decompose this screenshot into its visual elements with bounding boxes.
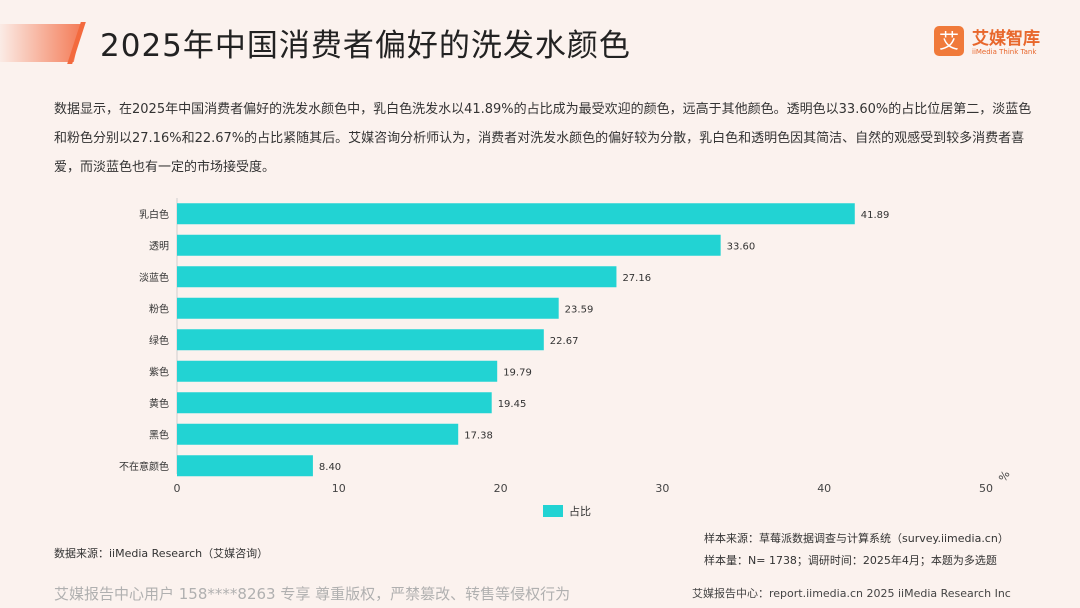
value-label: 8.40 xyxy=(319,462,341,473)
footer-report-center: 艾媒报告中心：report.iimedia.cn 2025 iiMedia Re… xyxy=(692,587,1011,600)
value-label: 41.89 xyxy=(861,210,890,221)
sample-size: 样本量：N= 1738；调研时间：2025年4月；本题为多选题 xyxy=(704,554,997,567)
value-label: 22.67 xyxy=(550,336,579,347)
title-decoration xyxy=(0,24,82,62)
legend-swatch xyxy=(543,505,563,517)
footer-bar: 艾媒报告中心用户 158****8263 专享 尊重版权，严禁篡改、转售等侵权行… xyxy=(0,576,1080,608)
category-label: 紫色 xyxy=(149,365,169,378)
value-label: 19.79 xyxy=(503,367,532,378)
x-tick-label: 50 xyxy=(979,482,993,495)
x-axis-unit: % xyxy=(996,468,1012,484)
x-tick-label: 10 xyxy=(332,482,346,495)
value-label: 19.45 xyxy=(498,399,527,410)
bar xyxy=(177,360,498,382)
value-label: 33.60 xyxy=(727,241,756,252)
x-tick-label: 20 xyxy=(494,482,508,495)
category-label: 透明 xyxy=(149,240,169,252)
legend-label: 占比 xyxy=(569,505,591,518)
data-source: 数据来源：iiMedia Research（艾媒咨询） xyxy=(54,547,269,560)
bar xyxy=(177,297,559,319)
bar xyxy=(177,423,459,445)
category-label: 乳白色 xyxy=(139,208,169,221)
logo-icon: 艾 xyxy=(934,26,964,56)
brand-logo: 艾 艾媒智库 iiMedia Think Tank xyxy=(934,24,1054,64)
bar xyxy=(177,234,721,256)
bar xyxy=(177,329,544,351)
category-label: 黄色 xyxy=(149,397,169,410)
x-tick-label: 40 xyxy=(817,482,831,495)
category-label: 淡蓝色 xyxy=(139,271,169,284)
bar xyxy=(177,266,617,288)
logo-subtitle: iiMedia Think Tank xyxy=(972,48,1037,56)
category-label: 黑色 xyxy=(149,428,169,441)
description-text: 数据显示，在2025年中国消费者偏好的洗发水颜色中，乳白色洗发水以41.89%的… xyxy=(54,102,1032,175)
bar xyxy=(177,392,492,414)
value-label: 27.16 xyxy=(622,273,651,284)
category-label: 不在意颜色 xyxy=(119,460,169,473)
sample-source: 样本来源：草莓派数据调查与计算系统（survey.iimedia.cn） xyxy=(704,532,1009,545)
footer-copyright: 艾媒报告中心用户 158****8263 专享 尊重版权，严禁篡改、转售等侵权行… xyxy=(54,585,571,603)
page-title: 2025年中国消费者偏好的洗发水颜色 xyxy=(100,28,631,64)
logo-name: 艾媒智库 xyxy=(972,29,1040,49)
category-label: 绿色 xyxy=(149,334,169,347)
value-label: 23.59 xyxy=(565,304,594,315)
category-label: 粉色 xyxy=(149,302,169,315)
bar xyxy=(177,455,313,477)
x-tick-label: 0 xyxy=(174,482,181,495)
bar xyxy=(177,203,855,225)
value-label: 17.38 xyxy=(464,430,493,441)
x-tick-label: 30 xyxy=(655,482,669,495)
